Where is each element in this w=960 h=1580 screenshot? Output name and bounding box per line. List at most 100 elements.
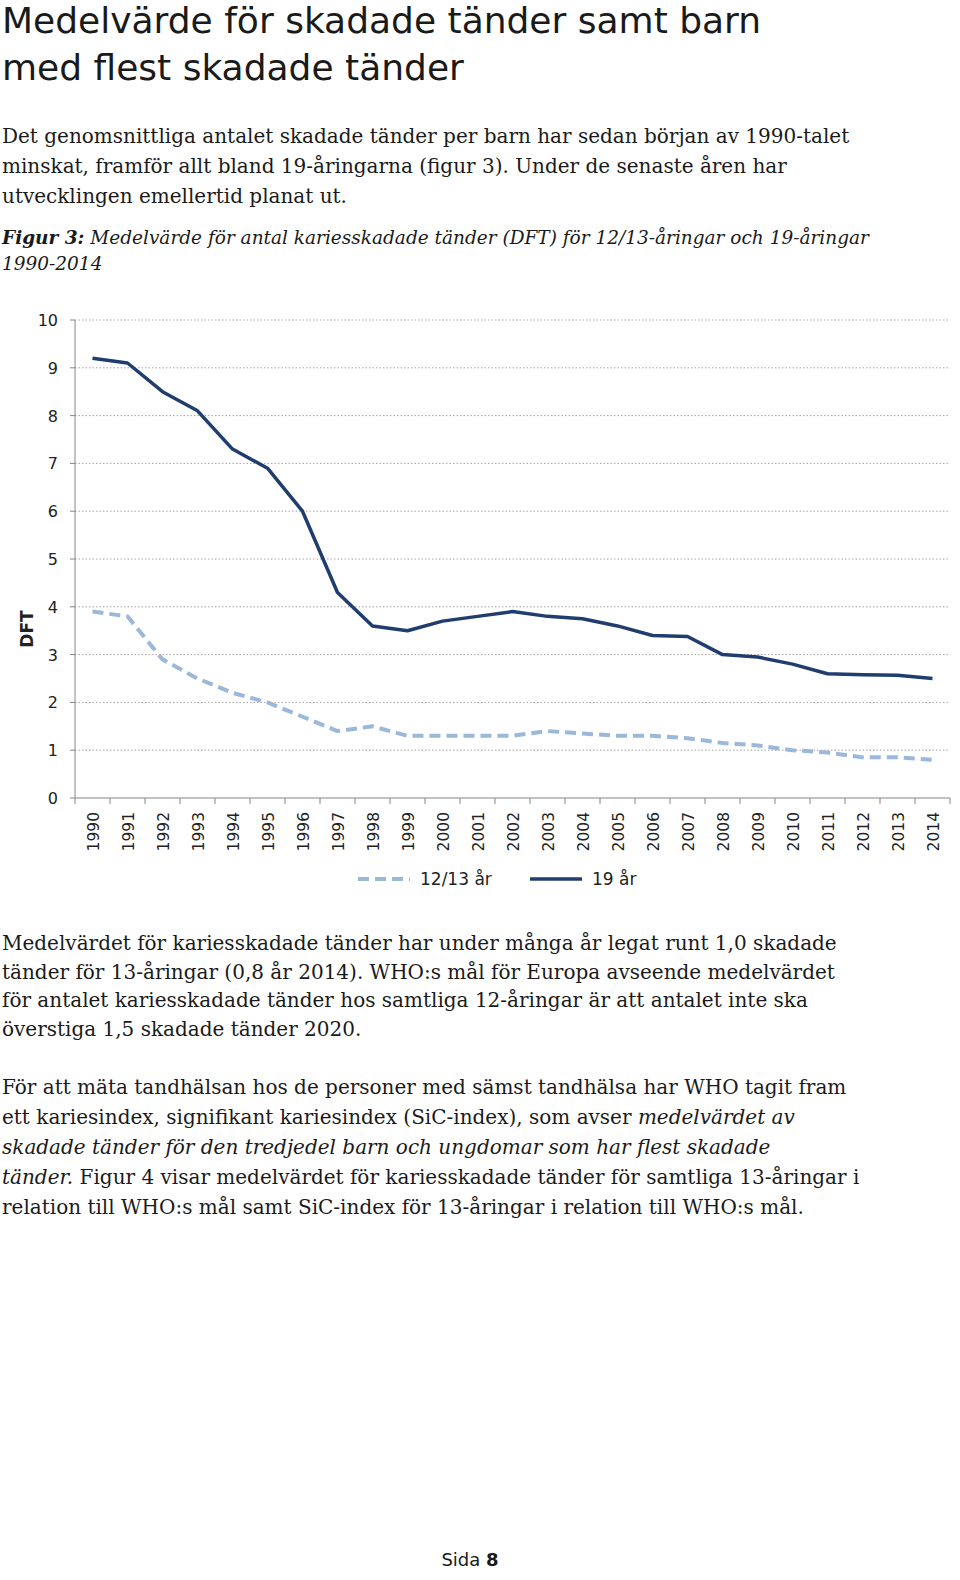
y-tick [70, 654, 75, 655]
y-tick [70, 367, 75, 368]
x-tick [460, 798, 461, 804]
x-tick [75, 798, 76, 804]
title: Medelvärde för skadade tänder samt barn [2, 0, 761, 41]
body-text-run: Medelvärdet för kariesskadade tänder har… [2, 931, 837, 955]
body-text-run: för antalet kariesskadade tänder hos sam… [2, 988, 808, 1012]
x-tick-label: 2001 [470, 812, 488, 851]
y-tick-label: 0 [48, 789, 58, 808]
x-tick [425, 798, 426, 804]
body-text-run: tänder. [2, 1165, 73, 1189]
x-tick-label: 2012 [855, 812, 873, 851]
legend-label: 12/13 år [420, 869, 492, 889]
y-tick [70, 415, 75, 416]
y-tick [70, 559, 75, 560]
x-tick-label: 2002 [505, 812, 523, 851]
body-text-run: överstiga 1,5 skadade tänder 2020. [2, 1017, 361, 1041]
legend-label: 19 år [592, 869, 636, 889]
grid-line [75, 606, 950, 607]
y-tick [70, 511, 75, 512]
intro-text-run: Det genomsnittliga antalet skadade tände… [2, 124, 849, 148]
x-axis [75, 798, 950, 799]
x-tick-label: 2006 [645, 812, 663, 851]
body-text-run: För att mäta tandhälsan hos de personer … [2, 1075, 846, 1099]
x-tick [110, 798, 111, 804]
y-tick [70, 702, 75, 703]
figure-caption: 1990-2014 [2, 253, 102, 274]
x-tick-label: 2010 [785, 812, 803, 851]
x-tick-label: 2003 [540, 812, 558, 851]
y-tick [70, 320, 75, 321]
page: Medelvärde för skadade tänder samt barn m… [0, 0, 960, 1580]
intro-text: minskat, framför allt bland 19-åringarna… [2, 154, 787, 178]
intro-text: utvecklingen emellertid planat ut. [2, 184, 347, 208]
y-tick-label: 7 [48, 454, 58, 473]
grid-line [75, 511, 950, 512]
grid-line [75, 654, 950, 655]
intro-text-run: utvecklingen emellertid planat ut. [2, 184, 347, 208]
legend-swatch [530, 877, 582, 881]
x-tick-label: 1992 [155, 812, 173, 851]
x-tick-label: 1997 [330, 812, 348, 851]
y-tick [70, 606, 75, 607]
x-tick [950, 798, 951, 804]
body-text: överstiga 1,5 skadade tänder 2020. [2, 1017, 361, 1041]
x-tick [705, 798, 706, 804]
x-tick [495, 798, 496, 804]
chart: 0123456789101990199119921993199419951996… [17, 311, 950, 889]
y-tick-label: 8 [48, 407, 58, 426]
y-tick-label: 4 [48, 598, 58, 617]
body-text-run: skadade tänder för den tredjedel barn oc… [2, 1135, 770, 1159]
page-number: Sida 8 [441, 1549, 498, 1570]
body-text-run: relation till WHO:s mål samt SiC-index f… [2, 1195, 804, 1219]
x-tick-label: 1991 [120, 812, 138, 851]
y-tick-label: 2 [48, 693, 58, 712]
x-tick [390, 798, 391, 804]
x-tick [670, 798, 671, 804]
x-tick-label: 1990 [85, 812, 103, 851]
body-text-run: medelvärdet av [638, 1105, 796, 1129]
x-tick [145, 798, 146, 804]
x-tick-label: 2011 [820, 812, 838, 851]
figure-caption-run: Figur 3: [1, 227, 84, 248]
x-tick-label: 1996 [295, 812, 313, 851]
x-tick [530, 798, 531, 804]
body-text: relation till WHO:s mål samt SiC-index f… [2, 1195, 804, 1219]
body-text-run: ett kariesindex, signifikant kariesindex… [2, 1105, 638, 1129]
x-tick [635, 798, 636, 804]
x-tick [565, 798, 566, 804]
body-text: för antalet kariesskadade tänder hos sam… [2, 988, 808, 1012]
y-tick-label: 3 [48, 646, 58, 665]
grid-line [75, 463, 950, 464]
intro-text: Det genomsnittliga antalet skadade tände… [2, 124, 849, 148]
x-tick-label: 2005 [610, 812, 628, 851]
x-tick [285, 798, 286, 804]
x-tick [845, 798, 846, 804]
body-text-run: tänder för 13-åringar (0,8 år 2014). WHO… [2, 960, 835, 984]
x-tick-label: 2004 [575, 812, 593, 851]
y-tick-label: 1 [48, 741, 58, 760]
body-text: Medelvärdet för kariesskadade tänder har… [2, 931, 837, 955]
y-tick [70, 750, 75, 751]
y-tick [70, 798, 75, 799]
body-text-run: Figur 4 visar medelvärdet för kariesskad… [73, 1165, 859, 1189]
x-tick [775, 798, 776, 804]
figure-caption-run: 1990-2014 [2, 253, 102, 274]
grid-line [75, 702, 950, 703]
y-axis [75, 320, 76, 798]
series-line [93, 612, 933, 760]
x-tick [180, 798, 181, 804]
x-tick-label: 2008 [715, 812, 733, 851]
x-tick-label: 2013 [890, 812, 908, 851]
intro-text-run: minskat, framför allt bland 19-åringarna… [2, 154, 787, 178]
x-tick-label: 1993 [190, 812, 208, 851]
body-text: ett kariesindex, signifikant kariesindex… [2, 1105, 795, 1129]
body-text: tänder för 13-åringar (0,8 år 2014). WHO… [2, 960, 835, 984]
x-tick-label: 1994 [225, 812, 243, 851]
x-tick [915, 798, 916, 804]
x-tick-label: 2009 [750, 812, 768, 851]
series-line [93, 358, 933, 678]
body-text: tänder. Figur 4 visar medelvärdet för ka… [2, 1165, 859, 1189]
plot-area [93, 358, 933, 760]
x-tick [250, 798, 251, 804]
x-tick [355, 798, 356, 804]
